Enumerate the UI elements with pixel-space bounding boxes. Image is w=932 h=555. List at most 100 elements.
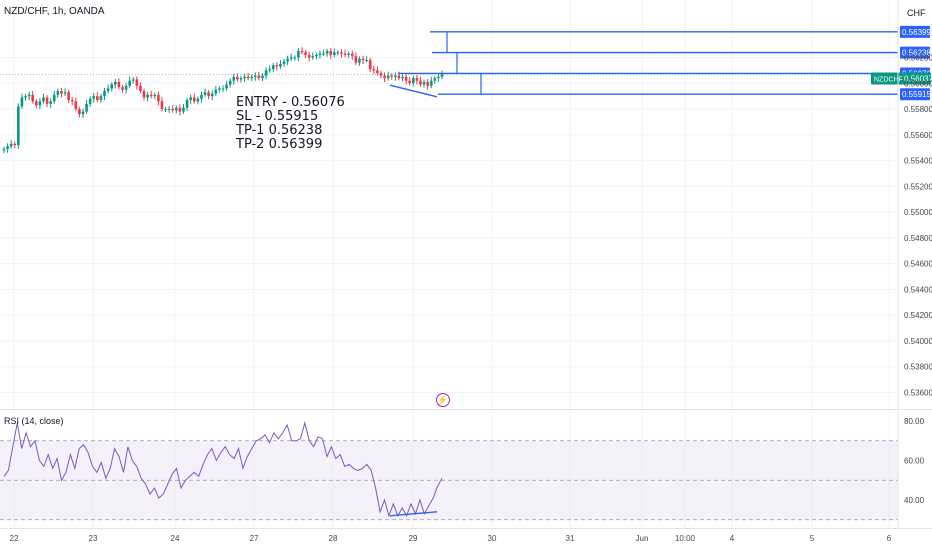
candle-body: [236, 76, 239, 80]
candle-body: [433, 78, 437, 81]
note-sl: SL - 0.55915: [236, 109, 319, 124]
candle-body: [13, 143, 17, 146]
candle-body: [74, 101, 78, 110]
candle-body: [178, 107, 182, 112]
candle-body: [88, 98, 92, 104]
candle-body: [250, 76, 254, 79]
candle-body: [139, 85, 142, 91]
candle-body: [128, 80, 131, 86]
candle-body: [264, 70, 268, 76]
candle-body: [17, 106, 20, 146]
price-tick-label: 0.55800: [904, 105, 932, 114]
price-tick-label: 0.54400: [904, 285, 932, 294]
candle-body: [117, 81, 121, 88]
candle-body: [160, 101, 164, 110]
candle-body: [225, 84, 228, 89]
candle-body: [404, 76, 408, 81]
current-price-symbol: NZDCHF: [874, 77, 903, 84]
candle-body: [157, 94, 160, 102]
candle-body: [228, 80, 232, 85]
candle-body: [167, 109, 171, 111]
candle-body: [149, 94, 153, 97]
time-tick-label: 30: [488, 534, 497, 543]
note-tp1: TP-1 0.56238: [236, 123, 323, 138]
candle-body: [60, 91, 63, 94]
time-tick-label: 29: [409, 534, 418, 543]
candle-body: [78, 109, 81, 115]
time-tick-label: 28: [329, 534, 338, 543]
candle-body: [146, 94, 149, 98]
candle-body: [289, 57, 293, 59]
candle-body: [45, 97, 49, 104]
candle-body: [347, 53, 350, 55]
candle-body: [350, 53, 354, 57]
rsi-title[interactable]: RSI (14, close): [4, 416, 64, 426]
candles: [2, 47, 444, 154]
time-tick-label: 4: [730, 534, 735, 543]
candle-body: [282, 61, 286, 64]
candle-body: [189, 97, 192, 101]
level-tag-text: 0.56399: [902, 28, 931, 37]
candle-body: [408, 80, 411, 84]
candle-body: [358, 58, 361, 63]
candle-body: [297, 51, 300, 58]
candle-body: [354, 56, 358, 63]
price-tick-label: 0.53600: [904, 389, 932, 398]
time-tick-label: 6: [887, 534, 892, 543]
candle-body: [63, 92, 67, 94]
candle-body: [271, 65, 275, 70]
candle-body: [307, 54, 311, 58]
candle-body: [293, 57, 297, 59]
price-tick-label: 0.56000: [904, 79, 932, 88]
candle-body: [286, 58, 289, 62]
candle-body: [415, 78, 419, 81]
candle-body: [232, 76, 236, 81]
candle-body: [96, 96, 99, 101]
candle-body: [171, 109, 175, 111]
symbol-title[interactable]: NZD/CHF, 1h, OANDA: [4, 6, 105, 17]
trade-note: ENTRY - 0.56076 SL - 0.55915 TP-1 0.5623…: [236, 96, 345, 152]
candle-body: [372, 69, 376, 71]
axes: 0.56200 0.56000 0.55800 0.55600 0.55400 0.552…: [0, 0, 932, 543]
candle-body: [243, 76, 246, 79]
price-divergence-line: [389, 84, 438, 98]
price-tick-label: 0.56200: [904, 54, 932, 63]
rsi-tick-label: 40.00: [904, 496, 925, 505]
candle-body: [315, 54, 318, 57]
candle-body: [254, 75, 257, 77]
candle-body: [221, 88, 225, 90]
candle-body: [85, 103, 88, 112]
candle-body: [394, 75, 397, 77]
candle-body: [207, 92, 210, 97]
currency-label[interactable]: CHF: [907, 8, 926, 18]
level-tag-text: 0.56238: [902, 49, 931, 58]
candle-body: [203, 92, 207, 95]
candle-body: [31, 94, 35, 102]
level-tag-sl: [900, 88, 930, 101]
candle-body: [20, 97, 24, 107]
price-tick-label: 0.55600: [904, 131, 932, 140]
candle-body: [411, 78, 415, 84]
candle-body: [210, 93, 214, 97]
rsi-tick-label: 80.00: [904, 417, 925, 426]
candle-body: [182, 107, 185, 112]
candle-body: [52, 94, 56, 102]
rsi-panel: [0, 421, 898, 521]
candle-body: [239, 78, 243, 80]
candle-body: [426, 81, 429, 86]
lightning-bolt-icon[interactable]: ⚡: [436, 393, 450, 407]
candle-body: [175, 107, 178, 111]
time-tick-label: 10:00: [675, 534, 696, 543]
level-tag-tp-2: [900, 25, 930, 38]
candle-body: [56, 91, 60, 95]
candle-body: [332, 52, 336, 55]
trade-levels: 0.563990.562380.560760.55915NZDCHF0.5603…: [0, 25, 932, 101]
candle-body: [121, 87, 124, 90]
rsi-tick-label: 60.00: [904, 457, 925, 466]
candle-body: [142, 91, 146, 98]
candle-body: [106, 88, 110, 91]
candle-body: [261, 75, 264, 79]
candle-body: [322, 53, 325, 55]
